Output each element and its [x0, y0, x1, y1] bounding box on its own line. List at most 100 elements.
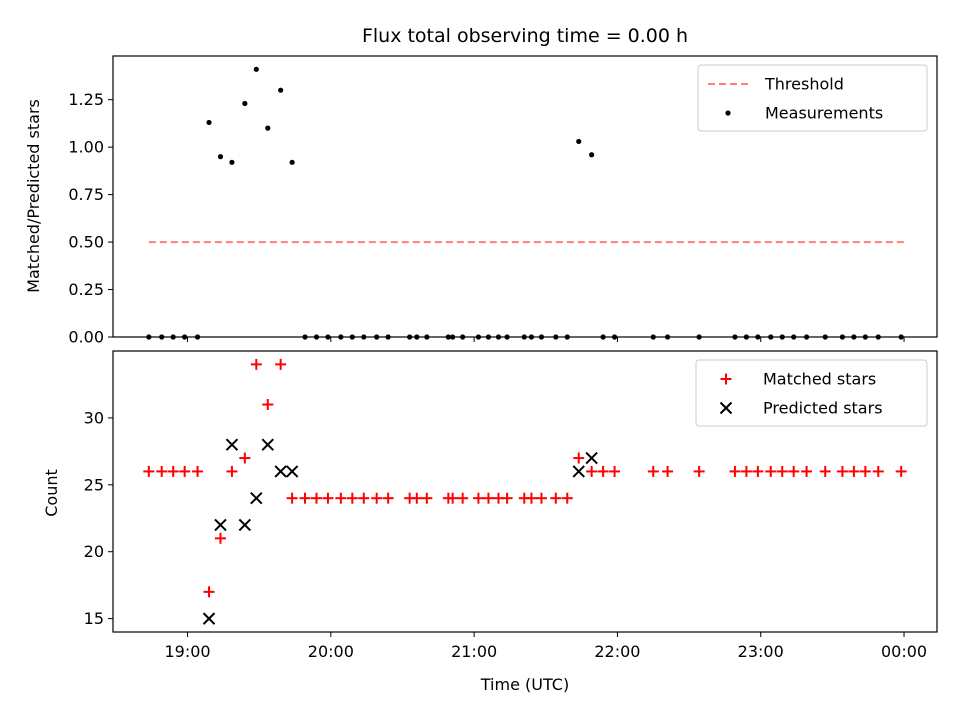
- bottom-series-0-point-4: [192, 465, 204, 477]
- top-series-0-point-55: [898, 334, 904, 340]
- bottom-series-1-point-6: [274, 465, 287, 478]
- bottom-series-0-point-17: [346, 492, 358, 504]
- top-series-0-point-38: [600, 334, 606, 340]
- chart-title: Flux total observing time = 0.00 h: [362, 25, 688, 47]
- bottom-series-0-point-44: [740, 465, 752, 477]
- bottom-legend-label-1: Predicted stars: [763, 399, 883, 418]
- top-series-0-point-41: [664, 334, 671, 340]
- top-series-0-point-25: [450, 334, 456, 340]
- bottom-series-0-point-42: [693, 465, 705, 477]
- bottom-series-0-point-3: [179, 465, 191, 477]
- bottom-series-1-point-0-b: [202, 612, 216, 625]
- top-legend-swatch-1: [725, 110, 731, 116]
- top-series-0-point-11: [278, 87, 284, 93]
- bottom-series-0-point-33: [535, 492, 547, 504]
- bottom-series-0-point-8: [239, 452, 251, 464]
- bottom-y-tick-label-1: 20: [84, 542, 104, 561]
- top-series-0-point-43: [732, 334, 738, 340]
- bottom-panel: 15 20 25 30 19:00 20:00 21:00 22:00 23:00 00:00 Ma…: [42, 350, 938, 661]
- bottom-series-0-point-55: [895, 465, 907, 477]
- top-series-0-point-47: [779, 334, 785, 340]
- top-y-tick-label-0: 0.00: [68, 328, 104, 347]
- top-y-tick-label-5: 1.25: [68, 90, 104, 109]
- top-series-0-point-21: [407, 334, 413, 340]
- bottom-series-0-point-2: [167, 465, 179, 477]
- bottom-series-0-point-15: [322, 492, 334, 504]
- bottom-legend-swatch-1-b: [719, 401, 733, 415]
- top-series-0-point-0: [146, 334, 152, 340]
- top-series-0-point-29: [495, 334, 502, 340]
- bottom-series-0-point-32: [525, 492, 537, 504]
- top-series-0-point-2: [170, 334, 176, 340]
- bottom-y-tick-label-0: 15: [84, 609, 104, 628]
- top-series-0-point-39: [611, 334, 618, 340]
- top-series-0-point-32: [528, 334, 535, 340]
- bottom-series-0-point-45: [752, 465, 764, 477]
- bottom-series-0-point-41: [662, 465, 674, 477]
- bottom-series-1-point-3: [238, 518, 252, 532]
- top-legend-label-0: Threshold: [764, 75, 844, 94]
- bottom-y-axis-label: Count: [42, 469, 61, 517]
- top-series-0-point-26: [460, 334, 466, 340]
- top-series-0-point-37: [589, 152, 595, 158]
- bottom-series-0-point-23: [421, 492, 433, 504]
- bottom-series-0-point-1: [156, 465, 168, 477]
- bottom-series-0-point-36: [573, 452, 585, 464]
- bottom-series-1-point-8: [572, 465, 585, 478]
- bottom-series-0-point-14: [310, 492, 322, 504]
- x-tick-label-0: 19:00: [164, 642, 210, 661]
- bottom-series-1-point-2: [225, 438, 239, 451]
- bottom-series-1-point-1: [214, 518, 227, 532]
- bottom-series-1-point-3-b: [238, 518, 252, 532]
- top-series-0-point-27: [475, 334, 482, 340]
- bottom-series-0-point-0: [143, 465, 155, 477]
- top-series-0-point-22: [414, 334, 420, 340]
- bottom-series-0-point-39: [609, 465, 621, 477]
- top-y-tick-label-3: 0.75: [68, 185, 104, 204]
- top-series-0-point-5: [206, 119, 212, 126]
- x-tick-label-3: 22:00: [594, 642, 640, 661]
- bottom-series-0-point-54: [872, 465, 884, 477]
- top-y-tick-label-2: 0.50: [68, 233, 104, 252]
- bottom-series-0-point-18: [358, 492, 370, 504]
- bottom-series-0-point-5: [203, 586, 215, 598]
- bottom-series-0-point-7: [226, 465, 238, 477]
- bottom-series-1-point-5: [261, 438, 274, 451]
- top-series-0-point-35: [564, 334, 570, 340]
- top-legend-box: [697, 64, 928, 132]
- x-tick-label-2: 21:00: [451, 642, 497, 661]
- top-legend-label-1: Measurements: [765, 104, 883, 123]
- top-series-0-point-15: [325, 334, 331, 340]
- top-series-0-point-8: [242, 100, 248, 107]
- top-series-0-point-44: [743, 334, 750, 340]
- bottom-series-1-point-4: [250, 491, 263, 505]
- top-series-0-point-50: [822, 334, 828, 340]
- x-tick-label-1: 20:00: [308, 642, 354, 661]
- top-y-tick-label-1: 0.25: [68, 280, 104, 299]
- bottom-series-0-point-9: [250, 358, 262, 370]
- bottom-series-0-point-28: [482, 492, 494, 504]
- bottom-series-0-point-35: [561, 492, 573, 504]
- bottom-series-1-point-2-b: [225, 438, 239, 451]
- bottom-series-0-point-19: [371, 492, 383, 504]
- bottom-series-0-point-34: [550, 492, 562, 504]
- top-panel: 0.00 0.25 0.50 0.75 1.00 1.25 Threshold Measure…: [24, 55, 938, 347]
- bottom-series-0-point-27: [472, 492, 484, 504]
- bottom-series-0-point-12: [286, 492, 298, 504]
- bottom-legend-box: [695, 359, 928, 427]
- top-series-0-point-24: [445, 334, 451, 340]
- top-series-0-point-51: [839, 334, 846, 340]
- bottom-series-0-point-16: [335, 492, 347, 504]
- bottom-series-0-point-48: [788, 465, 800, 477]
- top-series-0-point-49: [803, 334, 810, 340]
- bottom-series-0-point-22: [411, 492, 423, 504]
- top-y-axis-label: Matched/Predicted stars: [24, 99, 43, 293]
- top-series-0-point-4: [194, 334, 201, 340]
- top-panel-marks: 0.00 0.25 0.50 0.75 1.00 1.25 Threshold Measure…: [68, 55, 938, 347]
- bottom-series-1: [202, 438, 598, 625]
- top-series-0: [146, 66, 904, 340]
- bottom-y-tick-label-2: 25: [84, 475, 104, 494]
- bottom-series-0-point-51: [836, 465, 848, 477]
- bottom-series-1-point-8-b: [572, 465, 585, 478]
- top-series-0-point-40: [650, 334, 656, 340]
